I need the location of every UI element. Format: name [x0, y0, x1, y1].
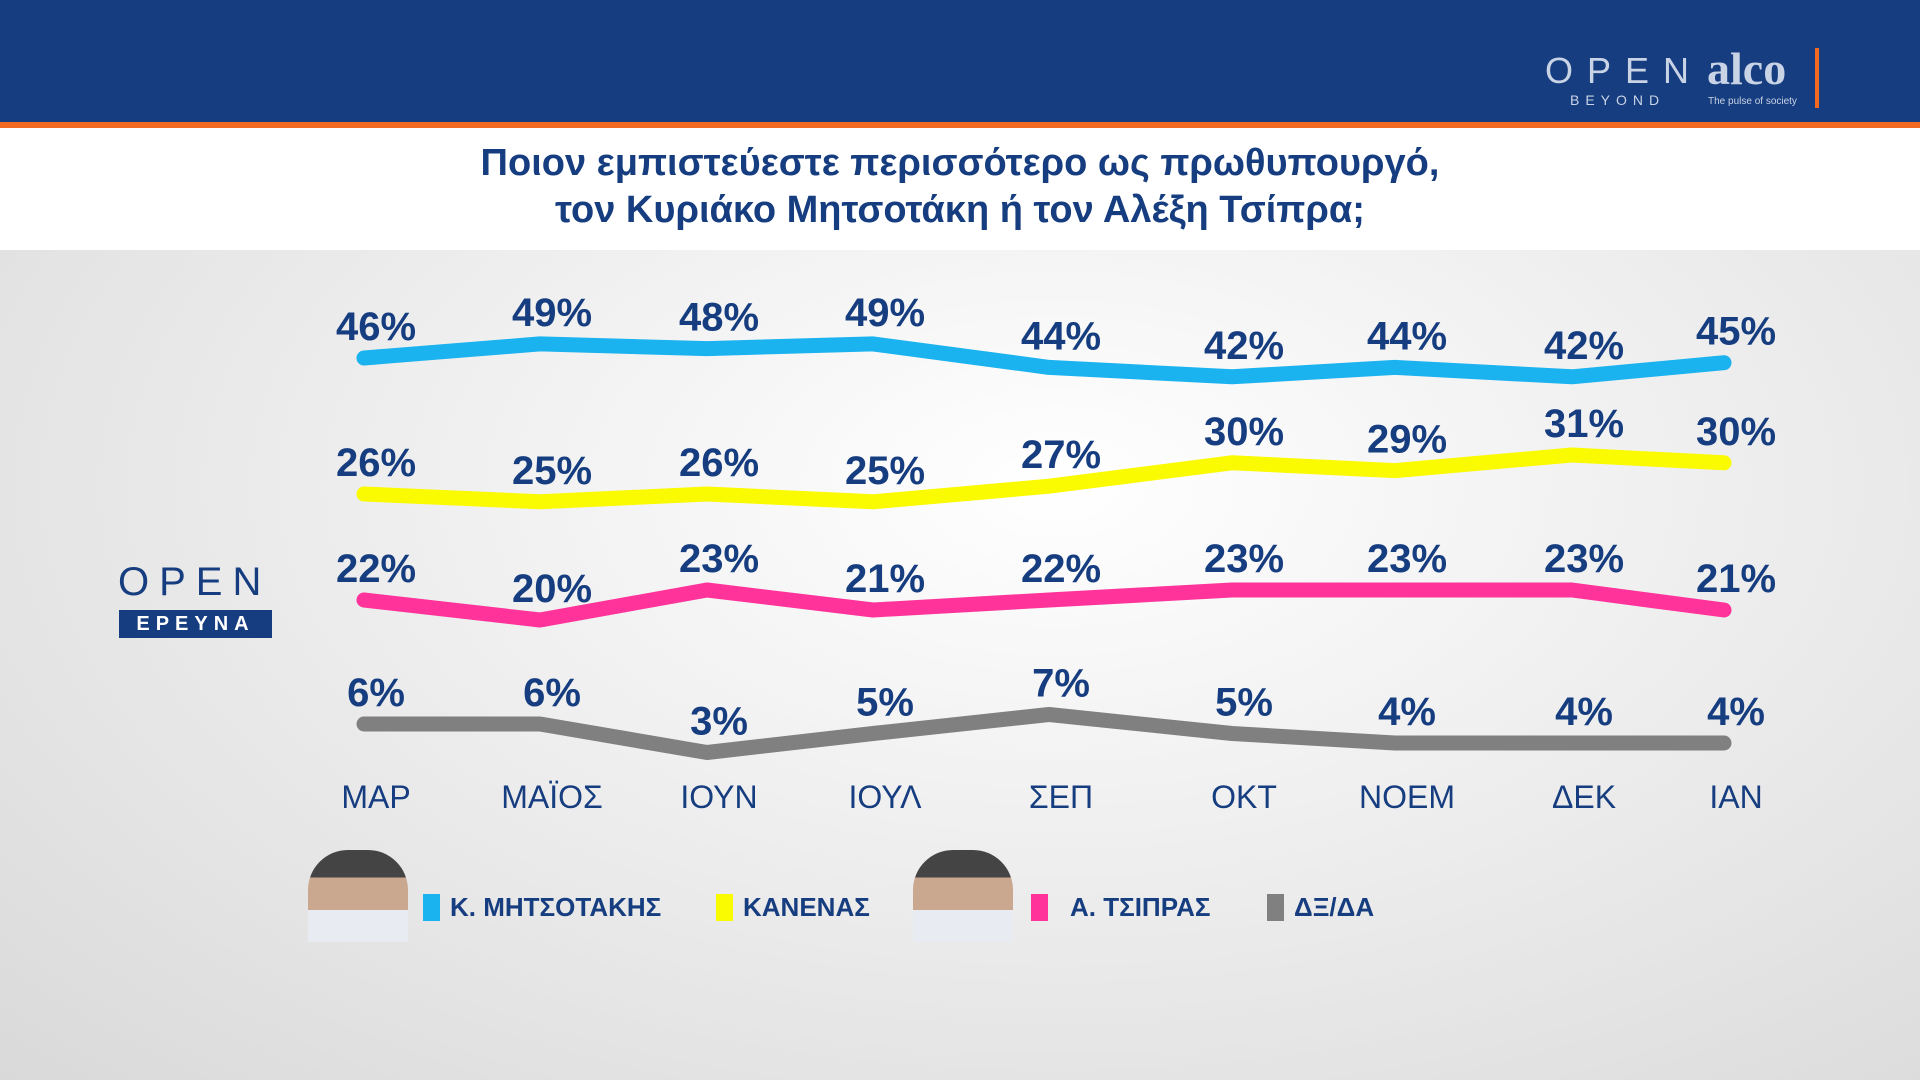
- data-label: 42%: [1204, 324, 1284, 368]
- title-line-1: Ποιον εμπιστεύεστε περισσότερο ως πρωθυπ…: [480, 142, 1440, 184]
- x-tick-label: ΙΟΥΝ: [680, 779, 757, 815]
- data-label: 7%: [1032, 662, 1090, 706]
- data-label: 49%: [845, 291, 925, 335]
- data-label: 21%: [1696, 557, 1776, 601]
- data-label: 3%: [690, 700, 748, 744]
- open-logo: OPEN: [1545, 50, 1704, 91]
- alco-tagline: The pulse of society: [1708, 96, 1797, 107]
- data-label: 48%: [679, 296, 759, 340]
- legend-swatch: [1267, 894, 1284, 921]
- title-line-2: τον Κυριάκο Μητσοτάκη ή τον Αλέξη Τσίπρα…: [555, 189, 1365, 231]
- legend-label: ΚΑΝΕΝΑΣ: [743, 892, 870, 922]
- data-label: 30%: [1696, 410, 1776, 454]
- data-label: 44%: [1367, 314, 1447, 358]
- series-line-1: [356, 447, 1732, 510]
- legend-item-1: ΚΑΝΕΝΑΣ: [716, 892, 870, 923]
- tsipras-photo: [913, 850, 1013, 942]
- data-label: 29%: [1367, 418, 1447, 462]
- chart-title: Ποιον εμπιστεύεστε περισσότερο ως πρωθυπ…: [0, 140, 1920, 234]
- series-line-3: [356, 707, 1732, 760]
- data-label: 6%: [347, 671, 405, 715]
- legend-item-3: ΔΞ/ΔΑ: [1267, 892, 1374, 923]
- data-label: 20%: [512, 567, 592, 611]
- data-label: 6%: [523, 671, 581, 715]
- header-bar: [0, 0, 1920, 124]
- data-label: 30%: [1204, 410, 1284, 454]
- series-line-0: [356, 336, 1732, 385]
- data-label: 4%: [1707, 690, 1765, 734]
- data-label: 26%: [679, 441, 759, 485]
- x-tick-label: ΜΑΪΟΣ: [501, 779, 603, 815]
- data-label: 4%: [1378, 690, 1436, 734]
- data-label: 5%: [1215, 681, 1273, 725]
- legend-swatch: [1031, 894, 1048, 921]
- data-label: 23%: [1367, 537, 1447, 581]
- alco-logo: alco: [1707, 43, 1787, 94]
- data-label: 5%: [856, 681, 914, 725]
- legend-item-0: Κ. ΜΗΤΣΟΤΑΚΗΣ: [423, 892, 661, 923]
- legend-item-2: Α. ΤΣΙΠΡΑΣ: [1031, 892, 1211, 923]
- data-label: 23%: [1544, 537, 1624, 581]
- data-label: 21%: [845, 557, 925, 601]
- legend-label: ΔΞ/ΔΑ: [1294, 892, 1375, 922]
- legend-label: Α. ΤΣΙΠΡΑΣ: [1070, 892, 1211, 922]
- title-band: [0, 128, 1920, 250]
- mitsotakis-photo: [308, 850, 408, 942]
- open-beyond-text: BEYOND: [1570, 92, 1666, 108]
- data-label: 23%: [679, 537, 759, 581]
- legend-swatch: [716, 894, 733, 921]
- x-tick-label: ΔΕΚ: [1552, 779, 1616, 815]
- data-label: 27%: [1021, 433, 1101, 477]
- data-label: 49%: [512, 291, 592, 335]
- x-tick-label: ΟΚΤ: [1211, 779, 1277, 815]
- x-tick-label: ΙΑΝ: [1709, 779, 1762, 815]
- x-tick-label: ΙΟΥΛ: [848, 779, 922, 815]
- data-label: 25%: [512, 449, 592, 493]
- data-label: 22%: [336, 547, 416, 591]
- x-tick-label: ΝΟΕΜ: [1359, 779, 1455, 815]
- data-label: 44%: [1021, 314, 1101, 358]
- legend-label: Κ. ΜΗΤΣΟΤΑΚΗΣ: [450, 892, 662, 922]
- data-label: 46%: [336, 305, 416, 349]
- data-label: 31%: [1544, 402, 1624, 446]
- legend-swatch: [423, 894, 440, 921]
- data-label: 26%: [336, 441, 416, 485]
- x-tick-label: ΜΑΡ: [341, 779, 410, 815]
- data-label: 23%: [1204, 537, 1284, 581]
- header-accent-line: [0, 122, 1920, 128]
- ereuna-badge: ΕΡΕΥΝΑ: [119, 610, 272, 638]
- data-label: 45%: [1696, 310, 1776, 354]
- open-ereuna-logo: OPEN: [118, 560, 272, 604]
- x-tick-label: ΣΕΠ: [1029, 779, 1093, 815]
- data-label: 25%: [845, 449, 925, 493]
- data-label: 42%: [1544, 324, 1624, 368]
- data-label: 4%: [1555, 690, 1613, 734]
- logo-divider: [1815, 48, 1819, 108]
- series-line-2: [356, 582, 1732, 628]
- data-label: 22%: [1021, 547, 1101, 591]
